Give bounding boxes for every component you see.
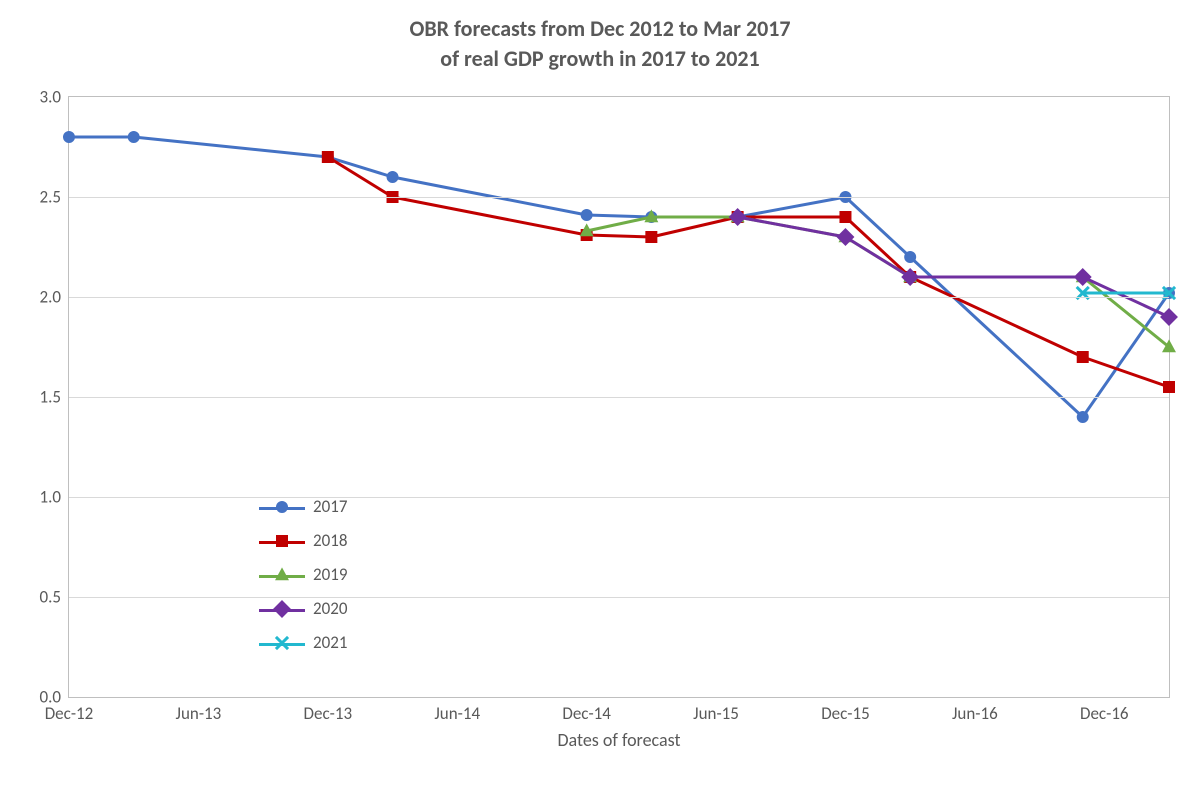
series-marker-2017	[905, 252, 916, 263]
y-tick-label: 1.5	[39, 387, 69, 408]
chart-title: OBR forecasts from Dec 2012 to Mar 2017 …	[0, 14, 1200, 73]
legend-label: 2020	[313, 598, 347, 619]
legend-item-2020: 2020	[259, 598, 347, 619]
gridline	[69, 297, 1169, 298]
series-line-2018	[328, 157, 1169, 387]
x-tick-label: Jun-16	[952, 697, 998, 724]
x-tick-label: Dec-15	[821, 697, 870, 724]
y-tick-label: 0.5	[39, 587, 69, 608]
legend-item-2017: 2017	[259, 496, 347, 517]
series-marker-2018	[1164, 382, 1175, 393]
legend-swatch	[259, 599, 305, 619]
legend-label: 2017	[313, 496, 347, 517]
gridline	[69, 197, 1169, 198]
legend: 2017 2018 2019 2020 2021	[259, 492, 347, 666]
gridline	[69, 497, 1169, 498]
legend-item-2021: 2021	[259, 632, 347, 653]
x-tick-label: Dec-14	[562, 697, 611, 724]
series-line-2020	[738, 217, 1169, 317]
series-marker-2018	[1077, 352, 1088, 363]
legend-item-2018: 2018	[259, 530, 347, 551]
y-tick-label: 2.5	[39, 187, 69, 208]
legend-swatch	[259, 565, 305, 585]
legend-swatch	[259, 497, 305, 517]
x-tick-label: Dec-12	[45, 697, 94, 724]
chart-title-line1: OBR forecasts from Dec 2012 to Mar 2017	[409, 15, 790, 42]
x-axis-title: Dates of forecast	[69, 697, 1169, 751]
series-marker-2020	[837, 229, 854, 246]
series-marker-2017	[387, 172, 398, 183]
x-tick-label: Jun-15	[693, 697, 739, 724]
series-marker-2017	[64, 132, 75, 143]
legend-label: 2018	[313, 530, 347, 551]
series-marker-2017	[128, 132, 139, 143]
gridline	[69, 597, 1169, 598]
legend-item-2019: 2019	[259, 564, 347, 585]
x-tick-label: Jun-14	[434, 697, 480, 724]
series-marker-2017	[581, 210, 592, 221]
series-marker-2020	[1161, 309, 1178, 326]
y-tick-label: 2.0	[39, 287, 69, 308]
x-tick-label: Jun-13	[176, 697, 222, 724]
series-marker-2018	[840, 212, 851, 223]
x-tick-label: Dec-16	[1080, 697, 1129, 724]
chart-container: OBR forecasts from Dec 2012 to Mar 2017 …	[0, 0, 1200, 786]
chart-title-line2: of real GDP growth in 2017 to 2021	[440, 45, 759, 72]
legend-label: 2021	[313, 632, 347, 653]
plot-area: Dates of forecast 20172018201920202021 0…	[68, 96, 1170, 698]
series-marker-2017	[1077, 412, 1088, 423]
legend-swatch	[259, 531, 305, 551]
gridline	[69, 397, 1169, 398]
legend-label: 2019	[313, 564, 347, 585]
y-tick-label: 1.0	[39, 487, 69, 508]
series-marker-2018	[322, 152, 333, 163]
y-tick-label: 3.0	[39, 87, 69, 108]
series-marker-2018	[646, 232, 657, 243]
legend-swatch	[259, 633, 305, 653]
x-tick-label: Dec-13	[304, 697, 353, 724]
